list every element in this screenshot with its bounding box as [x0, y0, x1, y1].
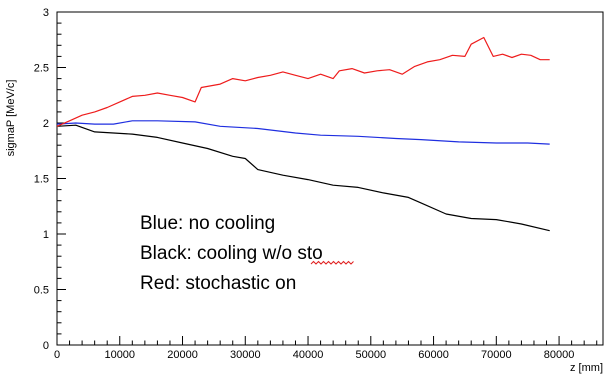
x-tick-label: 60000 [418, 349, 449, 361]
y-tick-label: 2.5 [34, 63, 49, 75]
x-axis-title: z [mm] [570, 362, 603, 374]
series-layer [56, 36, 550, 232]
series-line-2 [56, 36, 550, 127]
x-tick-label: 70000 [481, 349, 512, 361]
y-tick-label: 0 [43, 340, 49, 352]
plot-frame [56, 11, 604, 346]
x-tick-label: 0 [54, 349, 60, 361]
y-tick-label: 1.5 [34, 174, 49, 186]
x-tick-label: 40000 [293, 349, 324, 361]
annotation-blue: Blue: no cooling [140, 213, 275, 234]
spellcheck-underline [310, 260, 354, 265]
annotation-black: Black: cooling w/o sto [140, 243, 323, 264]
y-tick-label: 2 [43, 118, 49, 130]
annotation-red: Red: stochastic on [140, 273, 296, 294]
series-line-1 [56, 124, 550, 232]
axis-ticks [56, 11, 598, 346]
x-tick-label: 10000 [104, 349, 135, 361]
y-tick-label: 1 [43, 229, 49, 241]
x-tick-label: 50000 [355, 349, 386, 361]
x-tick-label: 20000 [167, 349, 198, 361]
y-tick-label: 3 [43, 7, 49, 19]
tick-labels: 0 10000 20000 30000 40000 50000 60000 70000 8000… [34, 7, 575, 361]
y-axis-title: sigmaP [MeV/c] [5, 80, 17, 157]
x-tick-label: 80000 [544, 349, 575, 361]
x-tick-label: 30000 [230, 349, 261, 361]
series-line-0 [56, 120, 550, 145]
y-tick-label: 0.5 [34, 285, 49, 297]
